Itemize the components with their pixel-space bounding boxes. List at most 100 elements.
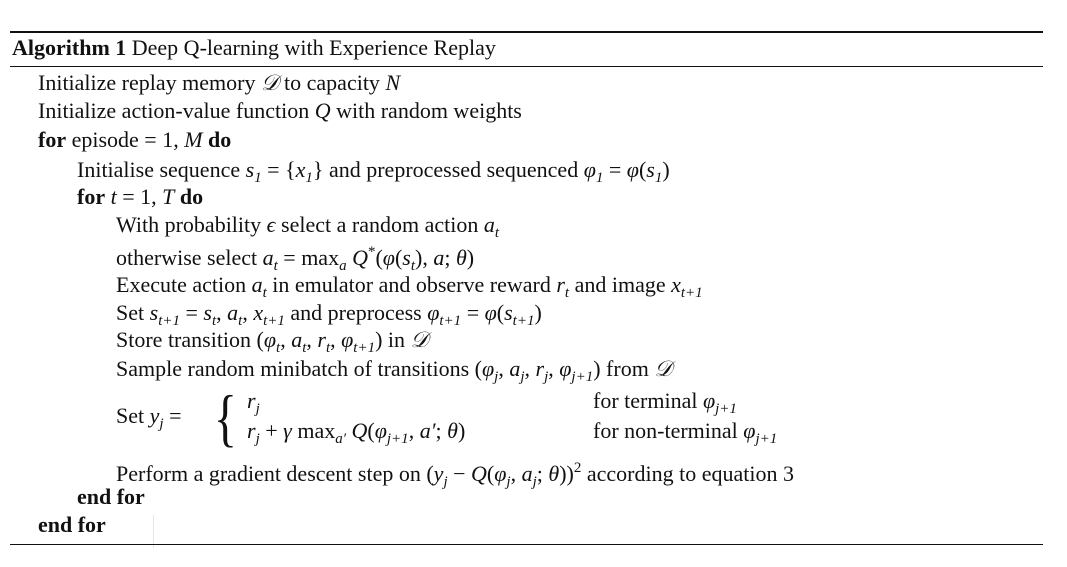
math-symbol: φ xyxy=(263,327,277,352)
math-text: , xyxy=(280,327,292,352)
superscript: * xyxy=(367,244,376,260)
math-symbol: r xyxy=(247,388,256,413)
math-symbol: r xyxy=(556,272,565,297)
math-text: ; xyxy=(444,245,456,270)
math-text: , xyxy=(306,327,318,352)
math-symbol: r xyxy=(247,418,256,443)
math-symbol: M xyxy=(184,127,203,152)
algo-line-end-for-inner: end for xyxy=(77,484,145,510)
math-symbol: ϵ xyxy=(266,212,276,237)
subscript: t xyxy=(211,313,217,329)
text-segment: in emulator and observe reward xyxy=(266,272,557,297)
text-segment: Execute action xyxy=(116,272,252,297)
algorithm-title: Deep Q-learning with Experience Replay xyxy=(131,35,496,60)
math-text: ( xyxy=(394,245,403,270)
subscript: j xyxy=(255,431,260,447)
math-symbol: φ xyxy=(494,461,507,486)
math-text: ( xyxy=(426,461,434,486)
text-segment: for terminal xyxy=(593,388,703,413)
subscript: t xyxy=(273,258,278,274)
algo-line: Execute action at in emulator and observ… xyxy=(116,272,703,306)
superscript: 2 xyxy=(573,460,582,476)
keyword: do xyxy=(179,184,204,209)
text-segment: with random weights xyxy=(330,98,522,123)
math-symbol: s xyxy=(203,300,212,325)
math-symbol: Q xyxy=(314,98,331,123)
math-symbol: N xyxy=(385,70,401,95)
text-segment: in xyxy=(382,327,411,352)
subscript: j+1 xyxy=(386,431,409,447)
math-symbol: x xyxy=(253,300,264,325)
math-symbol: a xyxy=(251,272,263,297)
text-cursor xyxy=(153,515,154,548)
math-text: ) xyxy=(593,356,601,381)
math-symbol: a xyxy=(291,327,303,352)
math-text: max xyxy=(291,418,336,443)
math-symbol: θ xyxy=(548,461,560,486)
algorithm-caption: Algorithm 1 Deep Q-learning with Experie… xyxy=(12,35,496,61)
math-text: ( xyxy=(474,356,482,381)
subscript: j xyxy=(159,416,164,432)
math-symbol: Q xyxy=(351,418,368,443)
math-symbol: a′ xyxy=(419,418,436,443)
math-text: ( xyxy=(638,157,647,182)
math-symbol: y xyxy=(149,403,160,428)
keyword: end for xyxy=(38,512,106,537)
algo-line: otherwise select at = maxa Q*(φ(st), a; … xyxy=(116,239,474,279)
subscript: a′ xyxy=(335,431,346,447)
math-text: ( xyxy=(256,327,264,352)
subscript: j xyxy=(494,369,499,385)
math-text: = max xyxy=(277,245,340,270)
math-symbol: a xyxy=(262,245,274,270)
subscript: j+1 xyxy=(755,431,778,447)
text-segment: otherwise select xyxy=(116,245,263,270)
math-symbol: Q xyxy=(352,245,368,270)
algorithm-label: Algorithm 1 xyxy=(12,35,127,60)
math-symbol: Q xyxy=(471,461,487,486)
subscript: t xyxy=(410,258,416,274)
math-text: = xyxy=(163,403,182,428)
math-symbol: s xyxy=(149,300,159,325)
subscript: t+1 xyxy=(263,313,285,329)
math-text: )) xyxy=(559,461,574,486)
algo-line: Initialize action-value function Q with … xyxy=(38,98,522,124)
math-symbol: a xyxy=(483,212,495,237)
math-symbol: y xyxy=(433,461,444,486)
math-text: = xyxy=(603,157,627,182)
math-symbol: r xyxy=(535,356,545,381)
text-segment: Set xyxy=(116,403,150,428)
math-text: − xyxy=(447,461,472,486)
math-text: = 1, xyxy=(116,184,163,209)
math-symbol: t xyxy=(110,184,117,209)
algo-line-set-y: Set yj = xyxy=(116,403,181,437)
subscript: t+1 xyxy=(512,313,535,329)
subscript: t xyxy=(302,340,307,356)
math-symbol: s xyxy=(504,300,513,325)
math-text: = xyxy=(179,300,204,325)
math-symbol: 𝒟 xyxy=(654,356,672,381)
subscript: 1 xyxy=(654,170,663,186)
text-segment: and image xyxy=(569,272,672,297)
subscript: j xyxy=(506,474,511,490)
math-text: , xyxy=(408,418,420,443)
algo-line: Perform a gradient descent step on (yj −… xyxy=(116,455,794,495)
math-text: ) xyxy=(375,327,383,352)
subscript: t+1 xyxy=(158,313,180,329)
subscript: t xyxy=(262,285,267,301)
subscript: a xyxy=(339,258,347,274)
subscript: j xyxy=(520,369,525,385)
algo-line-for-t: for t = 1, T do xyxy=(77,184,203,210)
subscript: 1 xyxy=(305,170,313,186)
math-symbol: s xyxy=(402,245,411,270)
math-text: , xyxy=(510,461,522,486)
math-text: ) xyxy=(662,157,670,182)
left-brace: { xyxy=(213,382,237,453)
text-segment: and preprocessed sequenced xyxy=(323,157,584,182)
subscript: 1 xyxy=(595,170,604,186)
algo-line: Initialise sequence s1 = {x1} and prepro… xyxy=(77,157,670,191)
math-symbol: φ xyxy=(484,300,497,325)
case-1-value: rj xyxy=(247,388,260,422)
text-segment: With probability xyxy=(116,212,267,237)
text-segment: according to equation 3 xyxy=(581,461,794,486)
keyword: for xyxy=(38,127,67,152)
